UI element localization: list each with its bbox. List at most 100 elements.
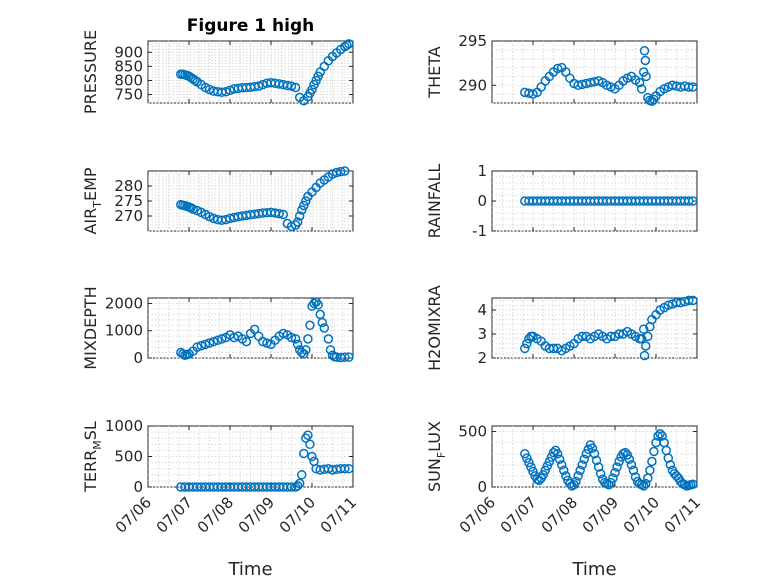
data-point <box>305 439 315 450</box>
y-tick-label: 500 <box>458 423 487 441</box>
data-point <box>196 340 207 351</box>
y-tick-label: 900 <box>114 43 143 61</box>
data-point <box>524 457 534 468</box>
data-point <box>641 478 651 489</box>
data-point <box>571 476 581 487</box>
data-point <box>552 448 563 459</box>
data-point <box>604 480 614 490</box>
y-tick-label: 0 <box>477 478 487 496</box>
data-point <box>274 208 284 219</box>
data-point <box>640 55 651 66</box>
data-point <box>606 331 616 342</box>
data-point <box>307 84 317 95</box>
chart-title: Figure 1 high <box>187 16 315 36</box>
data-point <box>688 295 698 306</box>
y-tick-label: 275 <box>114 192 143 210</box>
data-point <box>583 444 594 455</box>
data-point <box>614 456 624 467</box>
data-point <box>249 324 260 335</box>
data-point <box>626 460 637 470</box>
y-axis-label: TERRMSL <box>81 421 104 493</box>
data-point <box>292 217 303 227</box>
data-point <box>548 343 559 354</box>
data-point <box>258 336 268 347</box>
data-point <box>636 334 647 344</box>
y-tick-label: -1 <box>472 222 487 240</box>
data-point <box>638 324 649 334</box>
data-point <box>522 453 532 463</box>
data-point <box>204 338 215 348</box>
data-point <box>313 300 323 310</box>
y-tick-label: 4 <box>477 301 487 319</box>
data-point <box>344 352 354 362</box>
data-point <box>589 448 600 459</box>
y-tick-label: 290 <box>458 76 487 94</box>
data-point <box>327 169 338 179</box>
data-point <box>649 446 659 457</box>
subplot-4: 0 1000 2000 MIXDEPTH <box>81 286 354 370</box>
data-point <box>294 211 305 221</box>
data-point <box>292 339 303 350</box>
data-point <box>684 196 694 206</box>
data-point <box>262 338 272 348</box>
data-point <box>653 431 663 441</box>
data-point <box>178 349 188 359</box>
data-point <box>217 334 227 344</box>
x-tick-label: 07/11 <box>317 493 360 536</box>
x-tick-label: 07/07 <box>497 493 540 536</box>
data-point <box>520 448 530 459</box>
y-axis-label: PRESSURE <box>81 30 100 114</box>
data-point <box>294 478 305 489</box>
data-point <box>638 481 649 491</box>
x-tick-label: 07/09 <box>235 493 278 536</box>
data-point <box>559 465 569 476</box>
data-point <box>591 455 602 466</box>
y-tick-label: 270 <box>114 207 143 225</box>
data-point <box>297 470 307 480</box>
data-point <box>309 298 319 309</box>
y-tick-label: 750 <box>114 86 143 104</box>
data-point <box>335 166 346 177</box>
subplot-3: -1 0 1 RAINFALL <box>425 162 698 240</box>
data-point <box>292 481 303 491</box>
data-point <box>192 342 202 352</box>
data-point <box>305 320 315 331</box>
data-point <box>303 430 313 440</box>
x-tick-label: 07/08 <box>538 493 581 536</box>
x-tick-label: 07/07 <box>153 493 196 536</box>
subplot-1: 290 295 THETA <box>425 32 698 106</box>
data-point <box>526 462 536 472</box>
y-tick-label: 0 <box>133 478 143 496</box>
data-point <box>340 352 350 362</box>
data-point <box>212 335 223 346</box>
data-point <box>622 450 633 460</box>
data-point <box>608 473 618 483</box>
y-tick-label: 500 <box>114 448 143 466</box>
data-point <box>188 204 198 214</box>
x-tick-label: 07/06 <box>456 493 499 536</box>
data-point <box>552 63 563 74</box>
x-axis-label: Time <box>571 559 616 580</box>
data-point <box>610 467 620 478</box>
y-tick-label: 800 <box>114 71 143 89</box>
x-tick-label: 07/08 <box>194 493 237 536</box>
data-point <box>208 336 219 347</box>
data-point <box>655 429 665 439</box>
data-point <box>221 86 231 97</box>
y-tick-label: 3 <box>477 325 487 343</box>
data-point <box>544 456 555 467</box>
data-point <box>299 448 309 459</box>
data-point <box>323 334 334 344</box>
data-point <box>647 456 657 467</box>
y-tick-label: 1 <box>477 162 487 180</box>
data-point <box>286 221 297 232</box>
data-point <box>688 82 698 92</box>
y-axis-label: SUNFLUX <box>425 421 448 492</box>
y-axis-label: MIXDEPTH <box>81 286 100 369</box>
data-point <box>620 447 630 458</box>
data-point <box>587 443 598 453</box>
